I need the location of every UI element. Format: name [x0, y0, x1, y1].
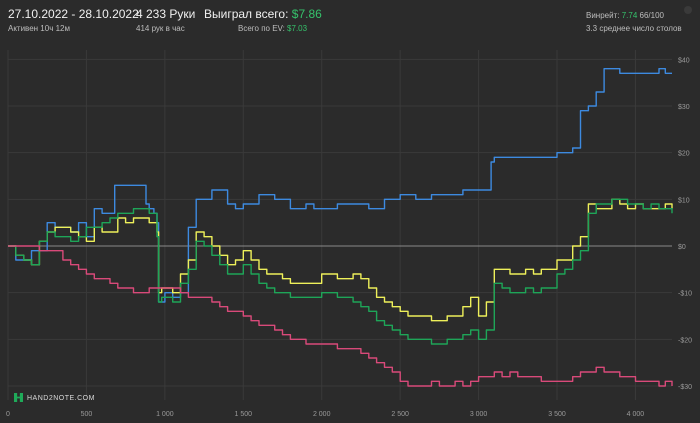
ev-total: Всего по EV: $7.03: [238, 24, 307, 33]
summary-header: 27.10.2022 - 28.10.2022 Активен 10ч 12м …: [0, 0, 700, 42]
won-value: $7.86: [291, 7, 322, 21]
y-tick-label: -$10: [678, 291, 692, 298]
x-tick-label: 1 000: [156, 411, 174, 418]
menu-dot-icon[interactable]: [684, 6, 692, 14]
series-line-pink: [8, 245, 673, 387]
y-tick-label: $30: [678, 104, 690, 111]
logo-text: HAND2NOTE.COM: [27, 395, 95, 402]
series-line-yellow: [8, 198, 673, 322]
ev-value: $7.03: [287, 24, 308, 33]
hand2note-logo: HAND2NOTE.COM: [14, 393, 95, 402]
x-tick-label: 1 500: [235, 411, 253, 418]
x-tick-label: 3 500: [548, 411, 566, 418]
series-line-blue: [8, 68, 672, 303]
active-time: Активен 10ч 12м: [8, 24, 70, 33]
x-tick-label: 2 500: [391, 411, 409, 418]
y-tick-label: $10: [678, 197, 690, 204]
y-tick-label: -$30: [678, 384, 692, 391]
winrate-extra: 66/100: [639, 11, 664, 20]
tables-average: 3.3 среднее число столов: [586, 24, 682, 33]
x-tick-label: 3 000: [470, 411, 488, 418]
date-range: 27.10.2022 - 28.10.2022: [8, 7, 139, 21]
ev-label: Всего по EV:: [238, 24, 285, 33]
won-total: Выиграл всего: $7.86: [204, 7, 322, 21]
winrate: Винрейт: 7.74 66/100: [586, 11, 664, 20]
x-tick-label: 2 000: [313, 411, 331, 418]
hand2note-logo-icon: [14, 393, 23, 402]
x-tick-label: 4 000: [627, 411, 645, 418]
profit-chart: 0 500 1 000 1 500 2 000 2 500 3 000 3 500 4 000 $…: [6, 50, 692, 418]
won-label: Выиграл всего:: [204, 7, 289, 21]
y-tick-label: -$20: [678, 337, 692, 344]
winrate-label: Винрейт:: [586, 11, 620, 20]
x-tick-label: 0: [6, 411, 10, 418]
y-tick-label: $40: [678, 57, 690, 64]
series-line-green: [8, 198, 673, 345]
winrate-value: 7.74: [621, 11, 638, 20]
x-tick-label: 500: [81, 411, 93, 418]
y-tick-label: $20: [678, 151, 690, 158]
hands-count: 4 233 Руки: [136, 7, 196, 21]
y-tick-label: $0: [678, 244, 686, 251]
hands-per-hour: 414 рук в час: [136, 24, 185, 33]
